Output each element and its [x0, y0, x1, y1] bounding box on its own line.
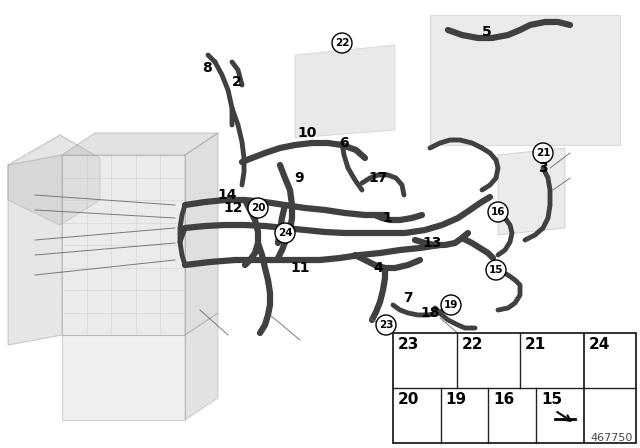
Text: 19: 19	[444, 300, 458, 310]
Polygon shape	[62, 133, 218, 155]
Text: 16: 16	[493, 392, 515, 407]
Text: 4: 4	[373, 261, 383, 275]
Text: 9: 9	[294, 171, 304, 185]
Text: 5: 5	[482, 25, 492, 39]
Text: 467750: 467750	[591, 433, 633, 443]
Text: 24: 24	[278, 228, 292, 238]
Text: 15: 15	[541, 392, 562, 407]
Text: 18: 18	[420, 306, 440, 320]
Polygon shape	[62, 155, 185, 335]
Text: 3: 3	[538, 161, 548, 175]
Text: 22: 22	[461, 337, 483, 352]
Text: 11: 11	[291, 261, 310, 275]
Polygon shape	[185, 133, 218, 335]
Circle shape	[441, 295, 461, 315]
Text: 20: 20	[398, 392, 419, 407]
Polygon shape	[8, 155, 62, 345]
Text: 20: 20	[251, 203, 265, 213]
Text: 15: 15	[489, 265, 503, 275]
Text: 8: 8	[202, 61, 212, 75]
Text: 1: 1	[382, 211, 392, 225]
Circle shape	[486, 260, 506, 280]
Text: 16: 16	[491, 207, 505, 217]
Polygon shape	[62, 335, 185, 420]
Polygon shape	[498, 148, 565, 235]
Polygon shape	[185, 313, 218, 420]
Text: 22: 22	[335, 38, 349, 48]
Polygon shape	[430, 15, 620, 145]
Text: 24: 24	[589, 337, 610, 352]
Text: 23: 23	[398, 337, 419, 352]
Text: 12: 12	[223, 201, 243, 215]
Text: 23: 23	[379, 320, 393, 330]
Circle shape	[533, 143, 553, 163]
Polygon shape	[295, 45, 395, 138]
Polygon shape	[8, 135, 100, 225]
Bar	[393, 333, 636, 443]
Text: 19: 19	[445, 392, 467, 407]
Circle shape	[376, 315, 396, 335]
Text: 10: 10	[298, 126, 317, 140]
Text: 6: 6	[339, 136, 349, 150]
Circle shape	[332, 33, 352, 53]
Circle shape	[488, 202, 508, 222]
Text: 21: 21	[536, 148, 550, 158]
Text: 13: 13	[422, 236, 442, 250]
Circle shape	[248, 198, 268, 218]
Text: 17: 17	[368, 171, 388, 185]
Circle shape	[275, 223, 295, 243]
Text: 14: 14	[217, 188, 237, 202]
Text: 7: 7	[403, 291, 413, 305]
Text: 2: 2	[232, 75, 242, 89]
Text: 21: 21	[525, 337, 547, 352]
